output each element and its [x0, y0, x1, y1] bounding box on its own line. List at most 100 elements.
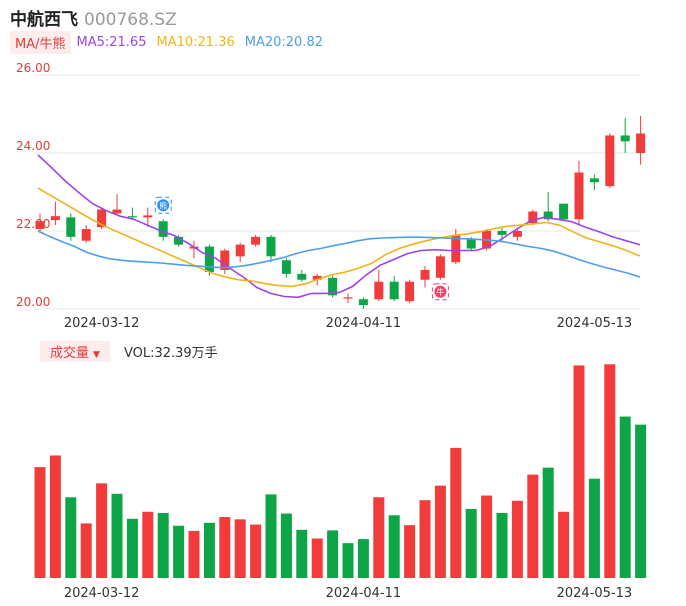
candle-body — [66, 217, 76, 237]
candle-body — [81, 229, 91, 241]
candle — [435, 254, 445, 280]
candle — [127, 207, 137, 220]
candle-body — [143, 215, 153, 218]
candle — [328, 275, 338, 298]
volume-bar — [157, 512, 169, 578]
volume-bar — [357, 539, 369, 578]
volume-bar — [434, 485, 446, 578]
volume-bar — [49, 455, 61, 578]
candle-body — [312, 275, 322, 280]
candle-body — [435, 256, 445, 278]
stock-header: 中航西飞 000768.SZ — [10, 5, 177, 30]
candle — [543, 192, 553, 222]
candle — [251, 234, 261, 247]
candle-body — [235, 244, 245, 257]
candle — [297, 270, 307, 282]
candle-body — [574, 172, 584, 220]
candle-body — [127, 216, 137, 218]
badge-icon: 熊 — [154, 196, 172, 214]
candle — [266, 234, 276, 263]
x-tick-label: 2024-05-13 — [557, 316, 633, 331]
candle-body — [281, 260, 291, 274]
badge-dot — [157, 199, 170, 212]
candle-body — [466, 238, 476, 249]
candle — [158, 219, 168, 241]
candle-body — [374, 281, 384, 300]
ma-indicator-selector[interactable]: MA/牛熊 — [10, 30, 71, 54]
volume-value: VOL:32.39万手 — [123, 345, 218, 361]
ma20-legend-value: MA20:20.82 — [244, 34, 323, 50]
volume-bar — [527, 474, 539, 578]
volume-bar — [250, 524, 262, 578]
volume-bar — [619, 416, 631, 578]
caret-down-icon: ▼ — [93, 349, 100, 360]
volume-bar — [311, 538, 323, 578]
volume-bar — [558, 511, 570, 578]
candle-body — [266, 236, 276, 257]
candle — [66, 213, 76, 241]
candle-body — [605, 135, 615, 187]
volume-bar — [450, 447, 462, 578]
volume-indicator-selector[interactable]: 成交量 ▼ — [40, 340, 110, 362]
volume-bar — [65, 497, 77, 578]
volume-bar — [34, 467, 46, 578]
volume-bar — [142, 511, 154, 578]
candle — [35, 213, 45, 233]
x-tick-label: 2024-05-13 — [557, 586, 633, 601]
candle — [420, 266, 430, 288]
stock-code: 000768.SZ — [84, 10, 177, 30]
candle — [574, 160, 584, 226]
ma5-legend-value: MA5:21.65 — [76, 34, 147, 50]
candle-body — [420, 270, 430, 280]
candle — [81, 225, 91, 243]
candle-body — [528, 211, 538, 224]
volume-bar — [342, 543, 354, 578]
candle — [358, 297, 368, 309]
volume-legend: 成交量 ▼ VOL:32.39万手 — [40, 340, 218, 362]
badge-label: 熊 — [159, 200, 167, 210]
ma-legend: MA/牛熊 MA5:21.65 MA10:21.36 MA20:20.82 — [10, 30, 323, 54]
candle-body — [358, 299, 368, 306]
candle-body — [636, 133, 646, 153]
volume-bar — [419, 500, 431, 578]
volume-bar — [327, 530, 339, 578]
candle — [374, 270, 384, 302]
volume-bar — [604, 364, 616, 578]
candle-body — [158, 221, 168, 237]
candle — [405, 279, 415, 304]
stock-name: 中航西飞 — [10, 10, 78, 30]
candle-body — [343, 297, 353, 299]
candle — [235, 242, 245, 263]
candle — [204, 244, 214, 276]
candle-body — [559, 203, 569, 220]
x-tick-label: 2024-04-11 — [326, 316, 402, 331]
candle-body — [620, 135, 630, 142]
volume-bar — [80, 523, 92, 578]
candle-body — [497, 231, 507, 235]
candle — [143, 207, 153, 228]
volume-bar — [496, 512, 508, 578]
volume-bar — [234, 519, 246, 578]
candle-body — [251, 236, 261, 245]
candle — [512, 229, 522, 241]
volume-bar — [111, 493, 123, 578]
candle-body — [112, 209, 122, 214]
badge-icon: 牛 — [431, 283, 449, 301]
candle — [220, 248, 230, 274]
candle — [112, 193, 122, 216]
volume-bar — [573, 365, 585, 578]
volume-bar — [188, 530, 200, 578]
candle-body — [204, 246, 214, 272]
candle — [174, 234, 184, 247]
candle-body — [328, 277, 338, 296]
volume-bar — [635, 424, 647, 578]
candle — [620, 117, 630, 153]
volume-bar — [511, 500, 523, 578]
candle-body — [512, 231, 522, 237]
candle-body — [35, 221, 45, 230]
candle-body — [97, 209, 107, 228]
candle — [389, 275, 399, 302]
volume-tag-label: 成交量 — [50, 345, 90, 361]
volume-bar — [481, 495, 493, 578]
